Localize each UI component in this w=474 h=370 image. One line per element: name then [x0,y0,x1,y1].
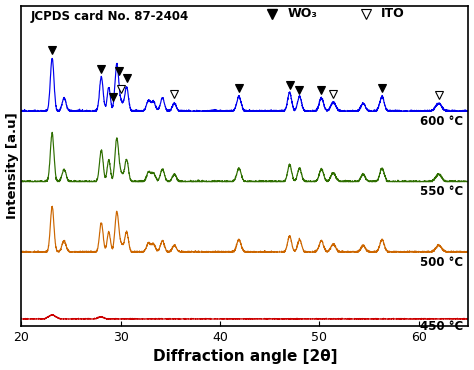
Text: JCPDS card No. 87-2404: JCPDS card No. 87-2404 [30,10,189,23]
Text: 450 °C: 450 °C [420,320,464,333]
X-axis label: Diffraction angle [2θ]: Diffraction angle [2θ] [153,349,337,364]
Text: ITO: ITO [381,7,405,20]
Text: 500 °C: 500 °C [420,256,464,269]
Text: 550 °C: 550 °C [420,185,464,198]
Text: 600 °C: 600 °C [420,115,464,128]
Y-axis label: Intensity [a.u]: Intensity [a.u] [6,112,18,219]
Text: WO₃: WO₃ [287,7,317,20]
